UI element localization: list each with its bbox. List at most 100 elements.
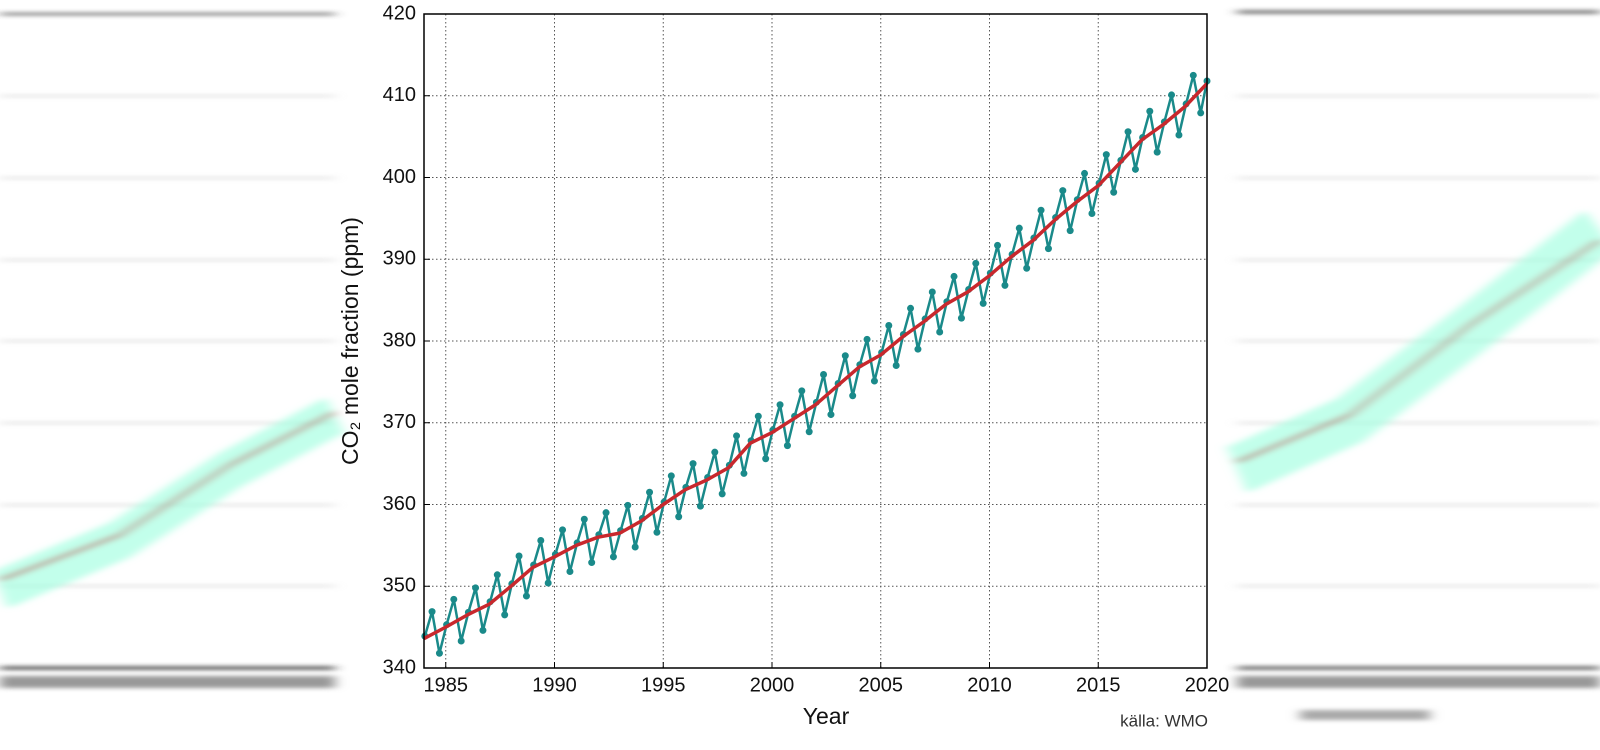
data-point xyxy=(559,526,567,534)
x-tick-label: 2010 xyxy=(967,674,1012,696)
data-point xyxy=(696,502,704,510)
data-point xyxy=(1197,109,1205,117)
x-tick-label: 2015 xyxy=(1076,674,1121,696)
blurred-right-panel xyxy=(1226,10,1600,720)
data-point xyxy=(1124,128,1132,136)
x-tick-label: 1990 xyxy=(532,674,577,696)
data-point xyxy=(798,387,806,395)
data-point xyxy=(1189,71,1197,79)
data-point xyxy=(820,371,828,379)
data-point xyxy=(479,626,487,634)
data-point xyxy=(740,469,748,477)
data-point xyxy=(1153,148,1161,156)
y-tick-label: 380 xyxy=(383,329,416,351)
data-point xyxy=(863,335,871,343)
data-point xyxy=(1102,151,1110,159)
series-line xyxy=(423,74,1209,655)
data-point xyxy=(762,455,770,463)
data-point xyxy=(1023,264,1031,272)
y-tick-label: 360 xyxy=(383,493,416,515)
data-point xyxy=(957,314,965,322)
data-point xyxy=(1168,91,1176,99)
data-point xyxy=(428,608,436,616)
data-point xyxy=(1081,169,1089,177)
data-point xyxy=(979,299,987,307)
y-tick-label: 410 xyxy=(383,84,416,106)
data-point xyxy=(972,259,980,267)
data-point xyxy=(624,501,632,509)
data-point xyxy=(776,401,784,409)
data-point xyxy=(501,611,509,619)
x-tick-label: 2020 xyxy=(1185,674,1230,696)
data-point xyxy=(783,442,791,450)
data-point xyxy=(667,472,675,480)
y-tick-label: 420 xyxy=(383,2,416,24)
data-point xyxy=(609,553,617,561)
x-tick-label: 2000 xyxy=(750,674,795,696)
data-point xyxy=(675,513,683,521)
data-point xyxy=(936,328,944,336)
series-line xyxy=(423,82,1209,641)
data-point xyxy=(718,490,726,498)
data-point xyxy=(493,571,501,579)
x-axis-label: Year xyxy=(803,703,850,729)
x-tick-label: 1995 xyxy=(641,674,686,696)
data-point xyxy=(754,412,762,420)
data-point xyxy=(885,321,893,329)
data-point xyxy=(827,411,835,419)
data-point xyxy=(1066,227,1074,235)
data-point xyxy=(928,288,936,296)
data-point xyxy=(892,362,900,370)
data-point xyxy=(435,649,443,657)
data-point xyxy=(1088,209,1096,217)
data-point xyxy=(870,377,878,385)
data-point xyxy=(1044,245,1052,253)
data-point xyxy=(1175,131,1183,139)
data-point xyxy=(631,543,639,551)
data-point xyxy=(602,509,610,517)
data-point xyxy=(1015,224,1023,232)
data-point xyxy=(515,552,523,560)
data-point xyxy=(733,432,741,440)
data-point xyxy=(805,428,813,436)
data-point xyxy=(537,536,545,544)
y-tick-label: 390 xyxy=(383,248,416,270)
data-point xyxy=(1001,281,1009,289)
data-point xyxy=(544,579,552,587)
data-point xyxy=(522,592,530,600)
data-point xyxy=(841,352,849,360)
data-point xyxy=(711,448,719,456)
data-point xyxy=(849,392,857,400)
data-point xyxy=(914,345,922,353)
data-point xyxy=(689,460,697,468)
data-point xyxy=(450,595,458,603)
data-point xyxy=(950,272,958,280)
data-point xyxy=(646,488,654,496)
y-tick-label: 400 xyxy=(383,166,416,188)
y-tick-label: 340 xyxy=(383,656,416,678)
data-point xyxy=(566,568,574,576)
data-point xyxy=(472,584,480,592)
data-point xyxy=(907,304,915,312)
y-tick-label: 350 xyxy=(383,575,416,597)
y-axis-label: CO₂ mole fraction (ppm) xyxy=(337,217,363,465)
x-tick-label: 2005 xyxy=(859,674,904,696)
source-note: källa: WMO xyxy=(1120,711,1208,730)
data-point xyxy=(994,241,1002,249)
data-point xyxy=(1037,206,1045,214)
data-point xyxy=(580,515,588,523)
data-point xyxy=(1131,165,1139,173)
data-point xyxy=(1146,107,1154,115)
x-tick-label: 1985 xyxy=(424,674,469,696)
data-point xyxy=(457,637,465,645)
data-point xyxy=(588,559,596,567)
blurred-left-panel xyxy=(0,13,345,688)
plot-frame xyxy=(423,13,1208,669)
y-tick-label: 370 xyxy=(383,411,416,433)
data-point xyxy=(653,528,661,536)
data-point xyxy=(1110,188,1118,196)
data-point xyxy=(1059,187,1067,195)
